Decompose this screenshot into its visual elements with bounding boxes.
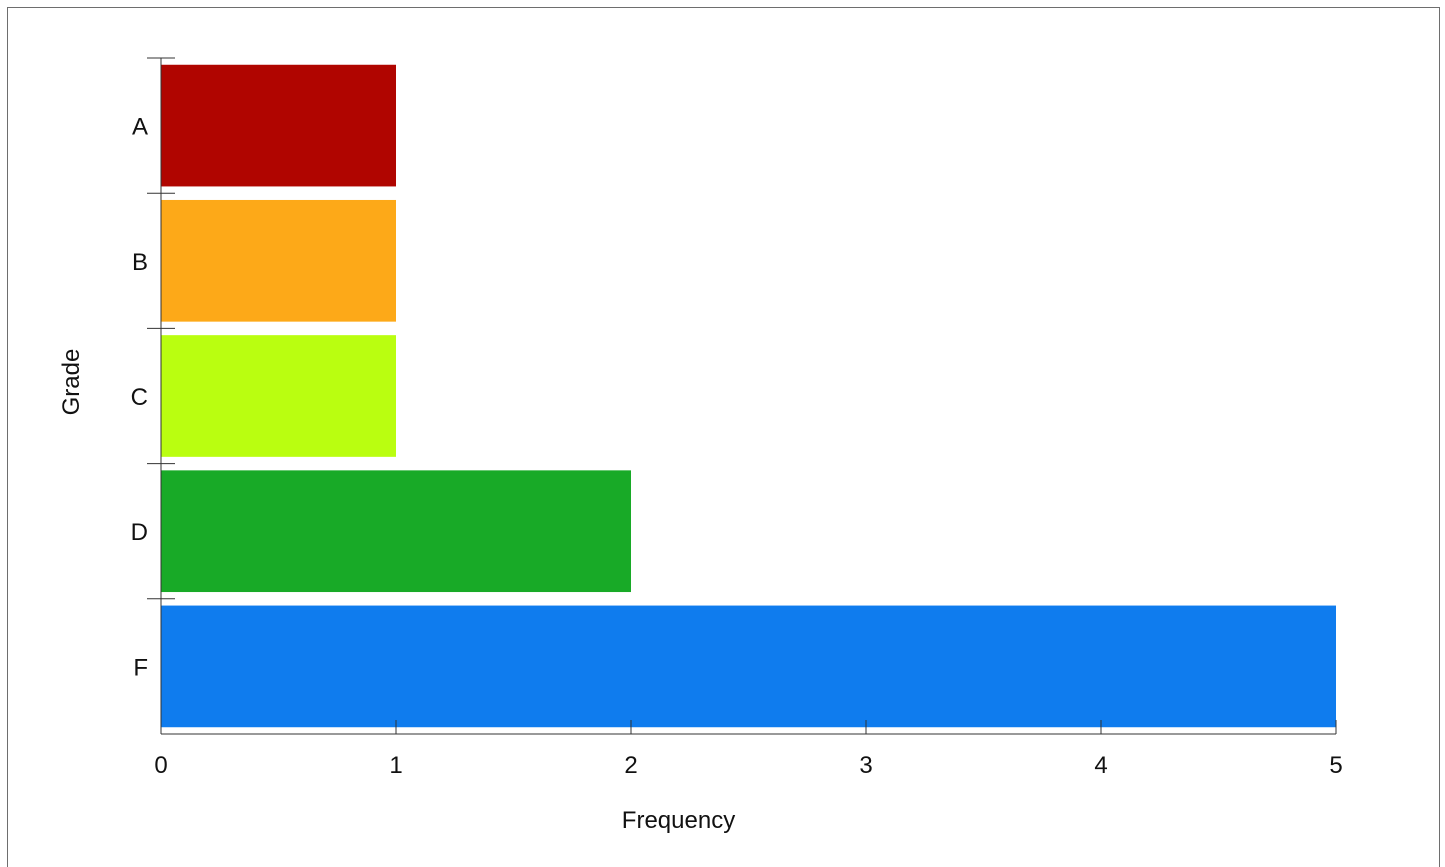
- x-ticks: 0 1 2 3 4 5: [154, 720, 1343, 779]
- x-tick-label-3: 3: [859, 752, 872, 779]
- y-tick-label-f: F: [133, 654, 148, 681]
- y-tick-label-d: D: [131, 519, 148, 546]
- x-tick-label-1: 1: [389, 752, 402, 779]
- bars-group: [161, 64, 1336, 728]
- x-tick-label-4: 4: [1094, 752, 1107, 779]
- bar-f: [161, 605, 1336, 728]
- bar-a: [161, 64, 396, 187]
- x-axis-title: Frequency: [622, 807, 735, 834]
- y-tick-label-b: B: [132, 249, 148, 276]
- axes-group: [160, 58, 1336, 735]
- y-category-ticks: A B C D F: [131, 57, 175, 681]
- chart-frame: [7, 7, 1440, 867]
- x-tick-label-0: 0: [154, 752, 167, 779]
- y-tick-label-c: C: [131, 384, 148, 411]
- y-axis-title: Grade: [58, 349, 85, 416]
- y-tick-label-a: A: [132, 114, 148, 141]
- bar-d: [161, 470, 631, 593]
- bar-b: [161, 199, 396, 322]
- x-tick-label-2: 2: [624, 752, 637, 779]
- bar-c: [161, 335, 396, 457]
- x-tick-label-5: 5: [1329, 752, 1342, 779]
